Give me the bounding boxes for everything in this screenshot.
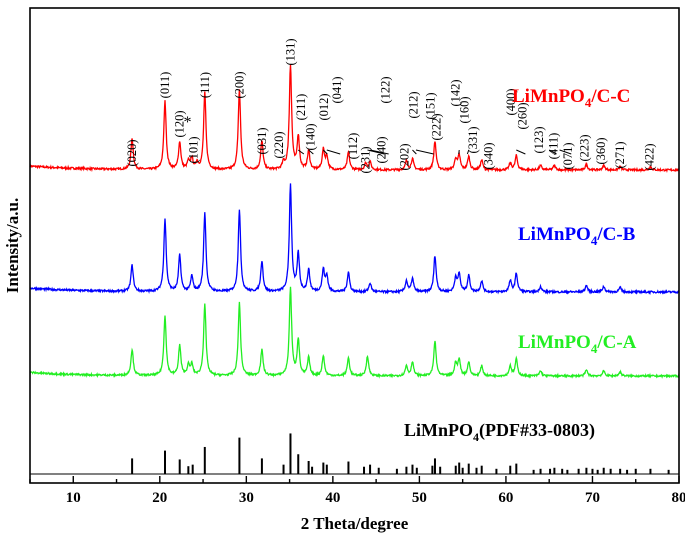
- hkl-label: (011): [158, 72, 172, 99]
- hkl-label: (400): [504, 88, 518, 115]
- axes: 10 20 30 40 50 60 70 80 2 Theta/degree Intensity/…: [3, 7, 685, 533]
- hkl-arrow: [466, 149, 470, 155]
- hkl-label: (101): [187, 136, 201, 163]
- hkl-arrow: [308, 149, 314, 155]
- hkl-label: (031): [255, 127, 269, 154]
- hkl-label: (151): [424, 92, 438, 119]
- hkl-arrow: [369, 149, 389, 155]
- hkl-label: (231): [359, 146, 373, 173]
- hkl-label: (223): [578, 134, 592, 161]
- hkl-arrow: [297, 149, 305, 155]
- hkl-arrow: [415, 149, 434, 155]
- x-axis-title: 2 Theta/degree: [301, 514, 409, 533]
- hkl-label: (212): [406, 91, 420, 118]
- hkl-arrow: [412, 149, 417, 155]
- hkl-arrow: [326, 149, 341, 155]
- x-tick-label: 40: [325, 490, 340, 506]
- hkl-label: (271): [613, 141, 627, 168]
- series-line-1: [29, 183, 680, 296]
- x-tick-label: 50: [412, 490, 427, 506]
- hkl-label: (360): [594, 137, 608, 164]
- hkl-label: (222): [430, 113, 444, 140]
- hkl-label: (340): [482, 142, 496, 169]
- hkl-label: (220): [272, 131, 286, 158]
- hkl-label: (202): [398, 143, 412, 170]
- series-label-0: LiMnPO4/C-C: [512, 86, 630, 110]
- hkl-label: (422): [643, 143, 657, 170]
- x-tick-label: 10: [66, 490, 81, 506]
- x-tick-label: 70: [585, 490, 600, 506]
- hkl-label: (131): [283, 38, 297, 65]
- plot-frame: [29, 7, 680, 484]
- series-labels: LiMnPO4/C-C LiMnPO4/C-B LiMnPO4/C-A LiMnPO4…: [404, 86, 637, 444]
- hkl-label: (260): [515, 102, 529, 129]
- hkl-label: (200): [232, 71, 246, 98]
- y-axis-title: Intensity/a.u.: [3, 198, 22, 293]
- hkl-label: (020): [125, 139, 139, 166]
- hkl-label: (411): [547, 133, 561, 160]
- hkl-arrow: [367, 149, 385, 155]
- hkl-label: (240): [374, 136, 388, 163]
- x-tick-label: 20: [152, 490, 167, 506]
- series-line-0: [29, 64, 680, 173]
- hkl-label: (142): [449, 79, 463, 106]
- hkl-arrow: [516, 149, 526, 155]
- hkl-label: (160): [457, 96, 471, 123]
- x-tick-label: 60: [498, 490, 513, 506]
- hkl-arrow: [548, 149, 557, 155]
- plot-area: [29, 64, 680, 475]
- x-tick-label: 30: [239, 490, 254, 506]
- hkl-arrow: [559, 149, 572, 155]
- hkl-label: (111): [198, 72, 212, 98]
- hkl-arrow: [322, 149, 328, 155]
- hkl-label: (041): [330, 76, 344, 103]
- series-label-2: LiMnPO4/C-A: [518, 332, 637, 356]
- hkl-label: (112): [346, 133, 360, 160]
- hkl-label: (123): [532, 126, 546, 153]
- hkl-label: (012): [317, 93, 331, 120]
- series-line-2: [29, 286, 680, 379]
- series-label-1: LiMnPO4/C-B: [518, 224, 636, 248]
- x-tick-label: 80: [672, 490, 685, 506]
- hkl-label: (211): [294, 94, 308, 121]
- reference-label: LiMnPO4(PDF#33-0803): [404, 420, 595, 444]
- hkl-label: (071): [561, 142, 575, 169]
- hkl-label: (122): [379, 76, 393, 103]
- hkl-label: *: [183, 114, 191, 131]
- hkl-label: (140): [303, 123, 317, 150]
- hkl-label: (331): [466, 126, 480, 153]
- hkl-label: (120): [173, 110, 187, 137]
- hkl-annotations: (020) (011)(120)* (101) (111) (200) (031) (220…: [125, 38, 656, 173]
